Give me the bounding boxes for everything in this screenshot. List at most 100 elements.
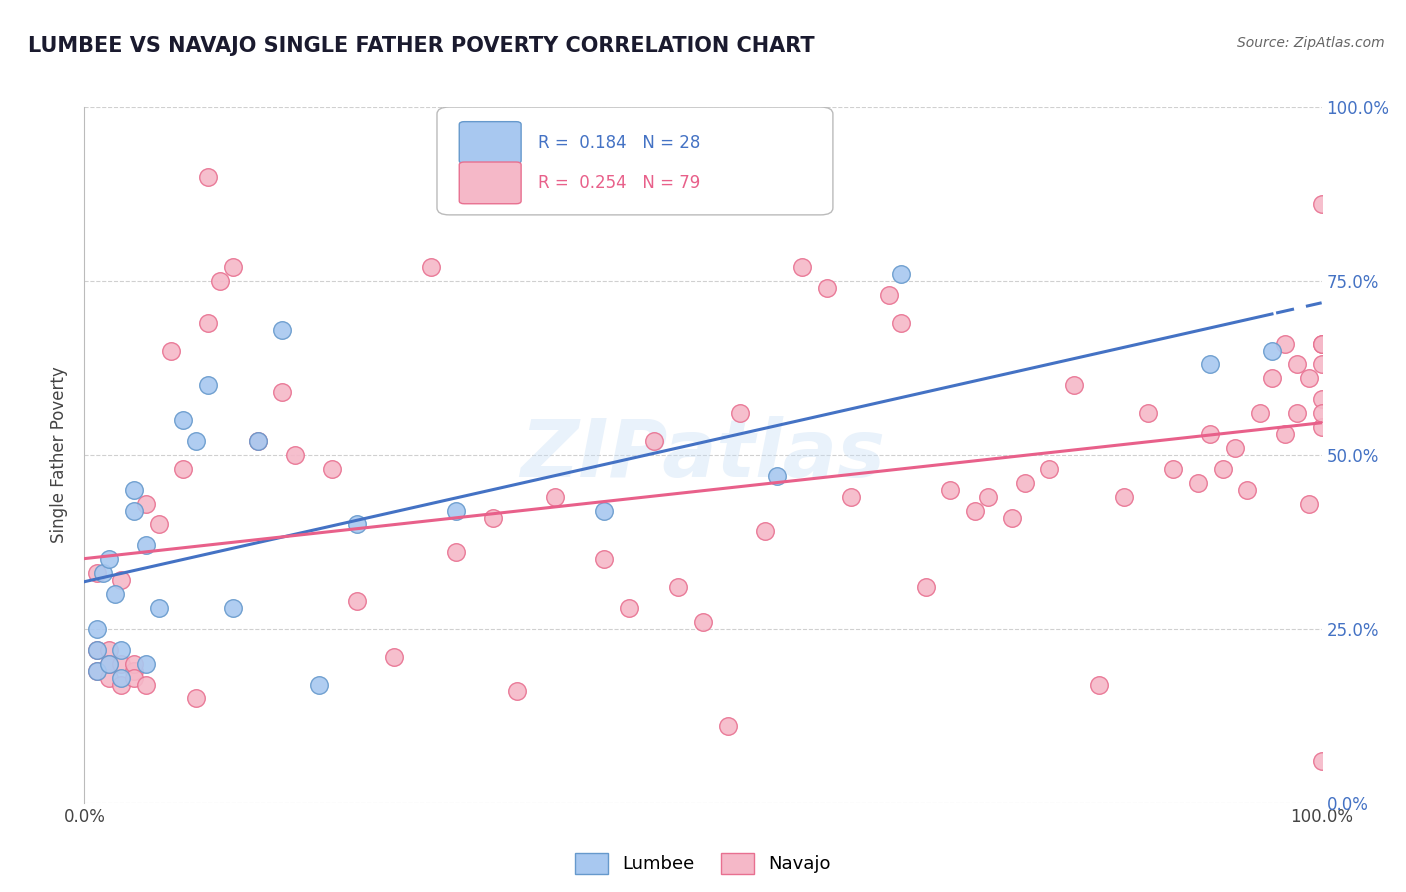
Point xyxy=(135,657,157,671)
Point xyxy=(346,594,368,608)
Point xyxy=(148,601,170,615)
Point xyxy=(148,517,170,532)
Point xyxy=(666,580,689,594)
Point xyxy=(593,552,616,566)
Point xyxy=(1310,358,1333,372)
Point xyxy=(1161,462,1184,476)
Point xyxy=(444,503,467,517)
Point xyxy=(222,260,245,274)
Text: R =  0.184   N = 28: R = 0.184 N = 28 xyxy=(538,134,700,152)
Point xyxy=(135,677,157,691)
Point xyxy=(481,510,503,524)
Point xyxy=(222,601,245,615)
Point xyxy=(1310,754,1333,768)
Point xyxy=(197,169,219,184)
Legend: Lumbee, Navajo: Lumbee, Navajo xyxy=(575,853,831,874)
Point xyxy=(815,281,838,295)
Point xyxy=(643,434,665,448)
Point xyxy=(419,260,441,274)
Point xyxy=(110,657,132,671)
Point xyxy=(617,601,640,615)
Point xyxy=(1199,358,1222,372)
Point xyxy=(543,490,565,504)
Point xyxy=(184,691,207,706)
Point xyxy=(122,664,145,678)
Point xyxy=(91,566,114,581)
Point xyxy=(86,642,108,657)
Point xyxy=(790,260,813,274)
Point xyxy=(271,385,294,400)
Point xyxy=(86,622,108,636)
Point xyxy=(122,671,145,685)
Point xyxy=(1285,406,1308,420)
Point xyxy=(172,413,194,427)
Point xyxy=(110,677,132,691)
Point xyxy=(890,316,912,330)
Point xyxy=(160,343,183,358)
Point xyxy=(1274,427,1296,442)
Point xyxy=(246,434,269,448)
Point xyxy=(104,587,127,601)
FancyBboxPatch shape xyxy=(460,121,522,163)
Point xyxy=(841,490,863,504)
Point xyxy=(914,580,936,594)
FancyBboxPatch shape xyxy=(437,107,832,215)
Point xyxy=(122,483,145,497)
Point xyxy=(877,288,900,302)
Point xyxy=(86,664,108,678)
Point xyxy=(98,552,121,566)
Point xyxy=(1310,406,1333,420)
Point xyxy=(593,503,616,517)
Point xyxy=(444,545,467,559)
Point xyxy=(172,462,194,476)
Point xyxy=(197,378,219,392)
Point xyxy=(122,657,145,671)
Point xyxy=(890,267,912,281)
Point xyxy=(86,642,108,657)
Point xyxy=(1310,336,1333,351)
Point xyxy=(939,483,962,497)
Point xyxy=(246,434,269,448)
Point xyxy=(976,490,998,504)
Text: ZIPatlas: ZIPatlas xyxy=(520,416,886,494)
Point xyxy=(1310,420,1333,434)
Point xyxy=(1014,475,1036,490)
Point xyxy=(184,434,207,448)
Point xyxy=(382,649,405,664)
Point xyxy=(1285,358,1308,372)
Point xyxy=(346,517,368,532)
Point xyxy=(284,448,307,462)
Point xyxy=(754,524,776,539)
Point xyxy=(1261,371,1284,385)
Point xyxy=(692,615,714,629)
Point xyxy=(1261,343,1284,358)
Point xyxy=(1063,378,1085,392)
Point xyxy=(1001,510,1024,524)
Point xyxy=(1223,441,1246,455)
Point xyxy=(766,468,789,483)
Point xyxy=(1310,336,1333,351)
FancyBboxPatch shape xyxy=(460,162,522,203)
Point xyxy=(135,497,157,511)
Point xyxy=(1249,406,1271,420)
Point xyxy=(1298,371,1320,385)
Point xyxy=(1236,483,1258,497)
Point xyxy=(308,677,330,691)
Point xyxy=(86,566,108,581)
Point xyxy=(1310,197,1333,211)
Point xyxy=(506,684,529,698)
Point xyxy=(1199,427,1222,442)
Point xyxy=(122,503,145,517)
Point xyxy=(98,657,121,671)
Text: LUMBEE VS NAVAJO SINGLE FATHER POVERTY CORRELATION CHART: LUMBEE VS NAVAJO SINGLE FATHER POVERTY C… xyxy=(28,36,814,55)
Point xyxy=(271,323,294,337)
Point xyxy=(209,274,232,288)
Point xyxy=(98,657,121,671)
Point xyxy=(1088,677,1111,691)
Point xyxy=(1274,336,1296,351)
Point xyxy=(1112,490,1135,504)
Point xyxy=(1038,462,1060,476)
Point xyxy=(717,719,740,733)
Point xyxy=(728,406,751,420)
Point xyxy=(197,316,219,330)
